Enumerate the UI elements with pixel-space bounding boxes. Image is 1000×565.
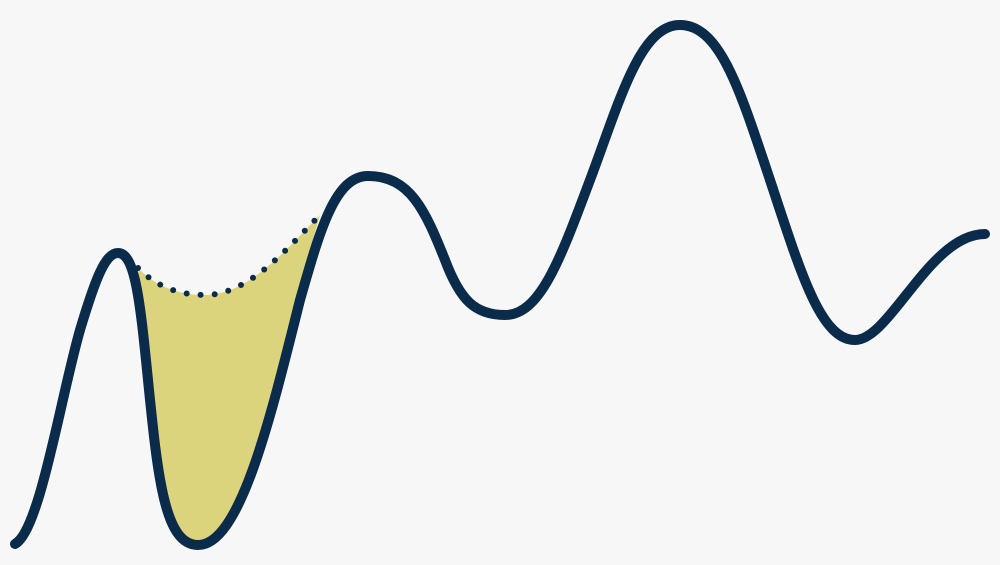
dotted-boundary-arc: [135, 212, 323, 299]
wave-curve: [10, 20, 990, 550]
shaded-region: [138, 215, 320, 545]
